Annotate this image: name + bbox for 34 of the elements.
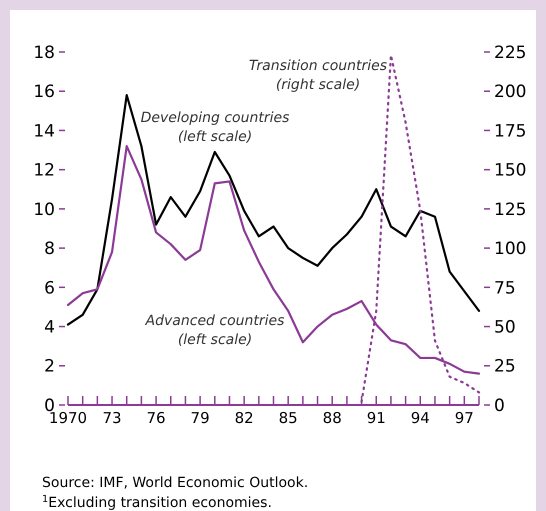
y-tick-label: 10 xyxy=(33,200,55,220)
y2-tick-label: 225 xyxy=(494,42,526,63)
y-tick-label: 2 xyxy=(44,356,55,377)
x-tick-label: 85 xyxy=(278,409,298,427)
y-tick-label: 6 xyxy=(44,278,55,298)
series-label: Transition countries (right scale) xyxy=(248,58,388,93)
series-label: Developing countries (left scale) xyxy=(140,110,290,145)
y-tick-label: 12 xyxy=(33,160,55,181)
line-series xyxy=(66,94,480,326)
x-tick-label: 76 xyxy=(146,409,166,427)
y-tick-label: 8 xyxy=(44,239,55,260)
y-tick-label: 18 xyxy=(33,42,55,63)
y2-tick-label: 75 xyxy=(494,278,516,298)
x-tick-label: 88 xyxy=(322,409,342,427)
y2-tick-label: 125 xyxy=(494,200,526,220)
y2-tick-label: 25 xyxy=(494,356,516,377)
y-tick-label: 16 xyxy=(33,82,55,102)
y2-tick-label: 175 xyxy=(494,121,526,142)
x-tick-label: 82 xyxy=(234,409,254,427)
y2-tick-label: 200 xyxy=(494,82,526,102)
y2-tick-label: 0 xyxy=(494,396,505,416)
y2-tick-label: 50 xyxy=(494,318,516,338)
x-tick-label: 79 xyxy=(190,409,210,427)
x-tick-label: 94 xyxy=(410,409,430,427)
y-tick-label: 14 xyxy=(33,121,55,142)
y2-tick-label: 100 xyxy=(494,239,526,260)
text: $^{1}$Excluding transition economies. xyxy=(42,494,272,511)
series-label: Advanced countries (left scale) xyxy=(144,313,284,348)
y-tick-label: 4 xyxy=(44,318,55,338)
x-tick-label: 73 xyxy=(102,409,122,427)
source-note: Source: IMF, World Economic Outlook. xyxy=(42,475,308,491)
y2-tick-label: 150 xyxy=(494,160,526,181)
x-tick-label: 97 xyxy=(454,409,474,427)
x-tick-label: 91 xyxy=(366,409,386,427)
